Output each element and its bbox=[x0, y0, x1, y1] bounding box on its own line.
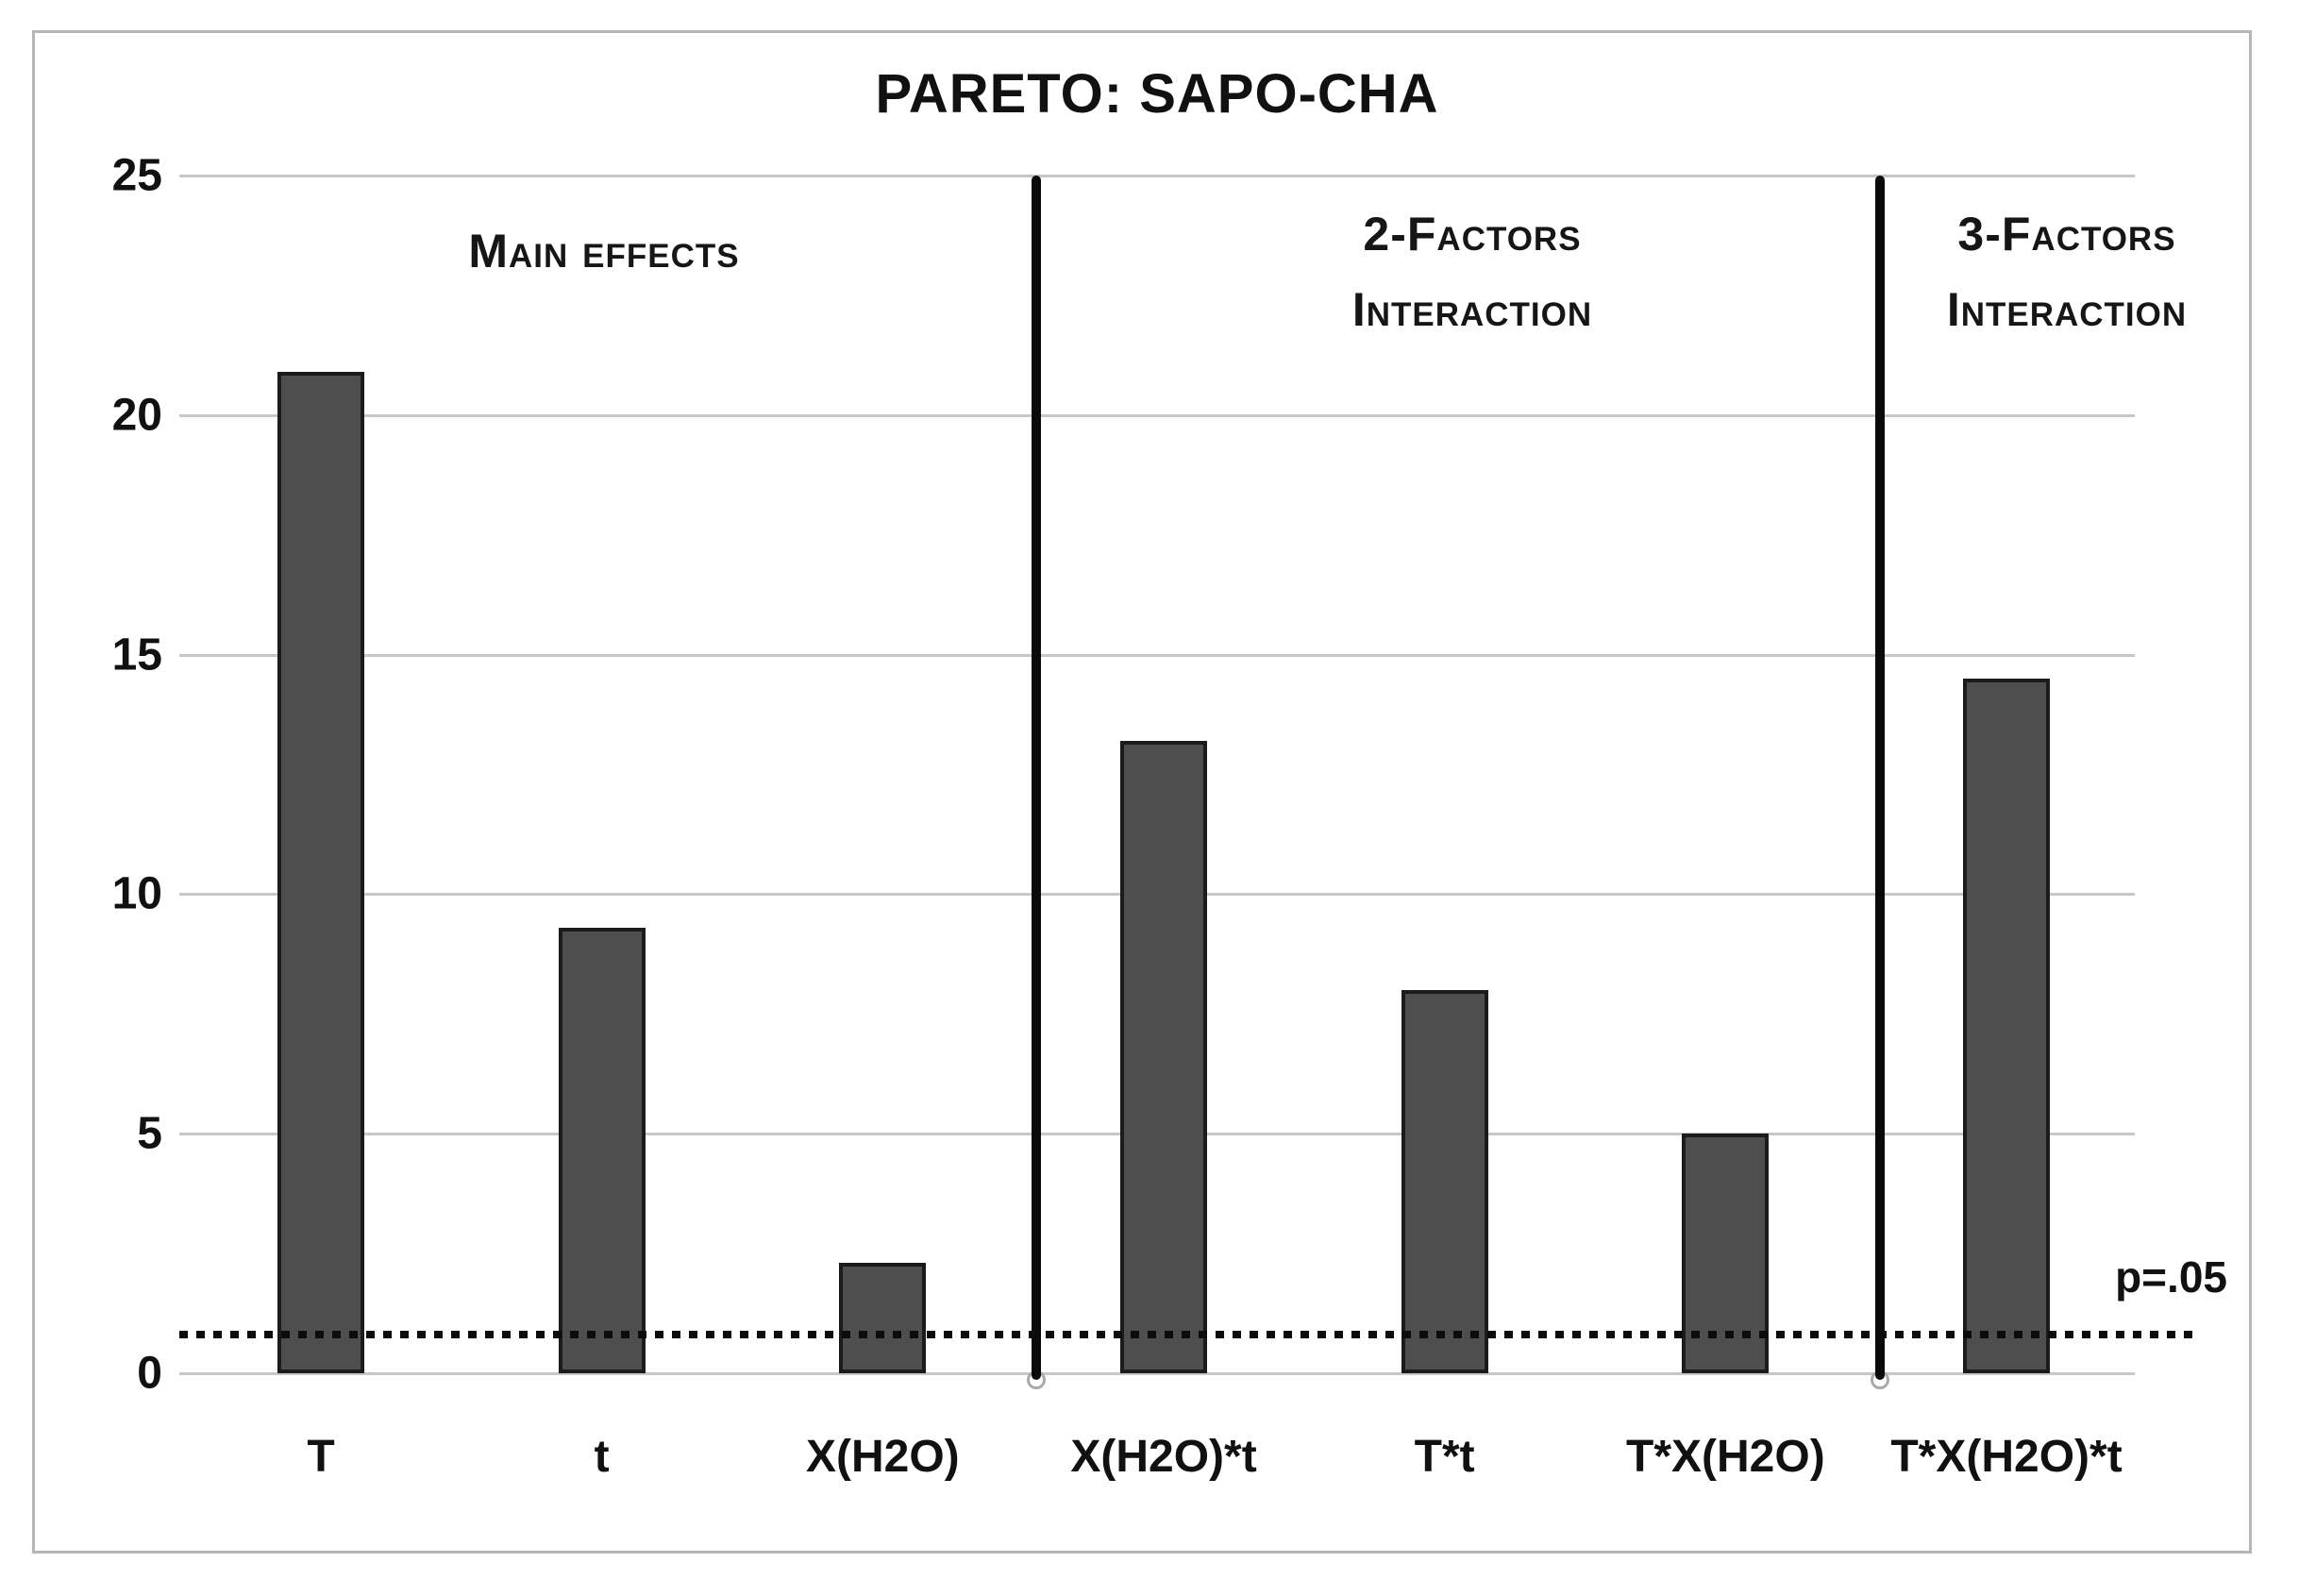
plot-area bbox=[179, 175, 2135, 1375]
significance-line-label: p=.05 bbox=[2115, 1252, 2227, 1302]
gridline-y-20 bbox=[179, 413, 2135, 417]
bar-T*t bbox=[1401, 989, 1488, 1373]
section-label-line: Main effects bbox=[468, 225, 740, 277]
bar-X(H2O)*t bbox=[1120, 740, 1207, 1373]
y-tick-label-20: 20 bbox=[111, 390, 162, 441]
gridline-y-25 bbox=[179, 175, 2135, 177]
bar-t bbox=[558, 927, 646, 1373]
x-label-T: T bbox=[307, 1432, 335, 1482]
y-tick-label-15: 15 bbox=[111, 630, 162, 680]
x-label-T*X(H2O)*t: T*X(H2O)*t bbox=[1890, 1432, 2123, 1482]
section-label-line: Interaction bbox=[1351, 283, 1593, 336]
section-label-line: Interaction bbox=[1946, 283, 2188, 336]
section-label-line: 2-Factors bbox=[1363, 208, 1582, 260]
y-tick-label-25: 25 bbox=[111, 150, 162, 201]
gridline-y-0 bbox=[179, 1372, 2135, 1375]
bar-T*X(H2O)*t bbox=[1963, 678, 2051, 1373]
section-label-3: 3-Factors Interaction bbox=[1947, 196, 2187, 347]
gridline-y-15 bbox=[179, 653, 2135, 657]
section-label-line: 3-Factors bbox=[1957, 208, 2176, 260]
section-divider-1 bbox=[1032, 176, 1041, 1380]
y-tick-label-5: 5 bbox=[137, 1108, 162, 1159]
x-label-T*t: T*t bbox=[1414, 1432, 1475, 1482]
section-divider-2 bbox=[1875, 176, 1885, 1380]
bar-T bbox=[277, 372, 364, 1373]
section-label-1: Main effects bbox=[468, 213, 739, 289]
significance-dotted-line bbox=[179, 1331, 2201, 1339]
x-label-t: t bbox=[594, 1432, 610, 1482]
x-label-T*X(H2O): T*X(H2O) bbox=[1626, 1432, 1825, 1482]
bar-X(H2O) bbox=[839, 1263, 927, 1373]
x-label-X(H2O)*t: X(H2O)*t bbox=[1070, 1432, 1257, 1482]
y-tick-label-0: 0 bbox=[137, 1348, 162, 1399]
y-tick-label-10: 10 bbox=[111, 868, 162, 919]
chart-title: PARETO: SAPO-CHA bbox=[875, 63, 1439, 125]
x-label-X(H2O): X(H2O) bbox=[805, 1432, 960, 1482]
section-label-2: 2-Factors Interaction bbox=[1352, 196, 1592, 347]
